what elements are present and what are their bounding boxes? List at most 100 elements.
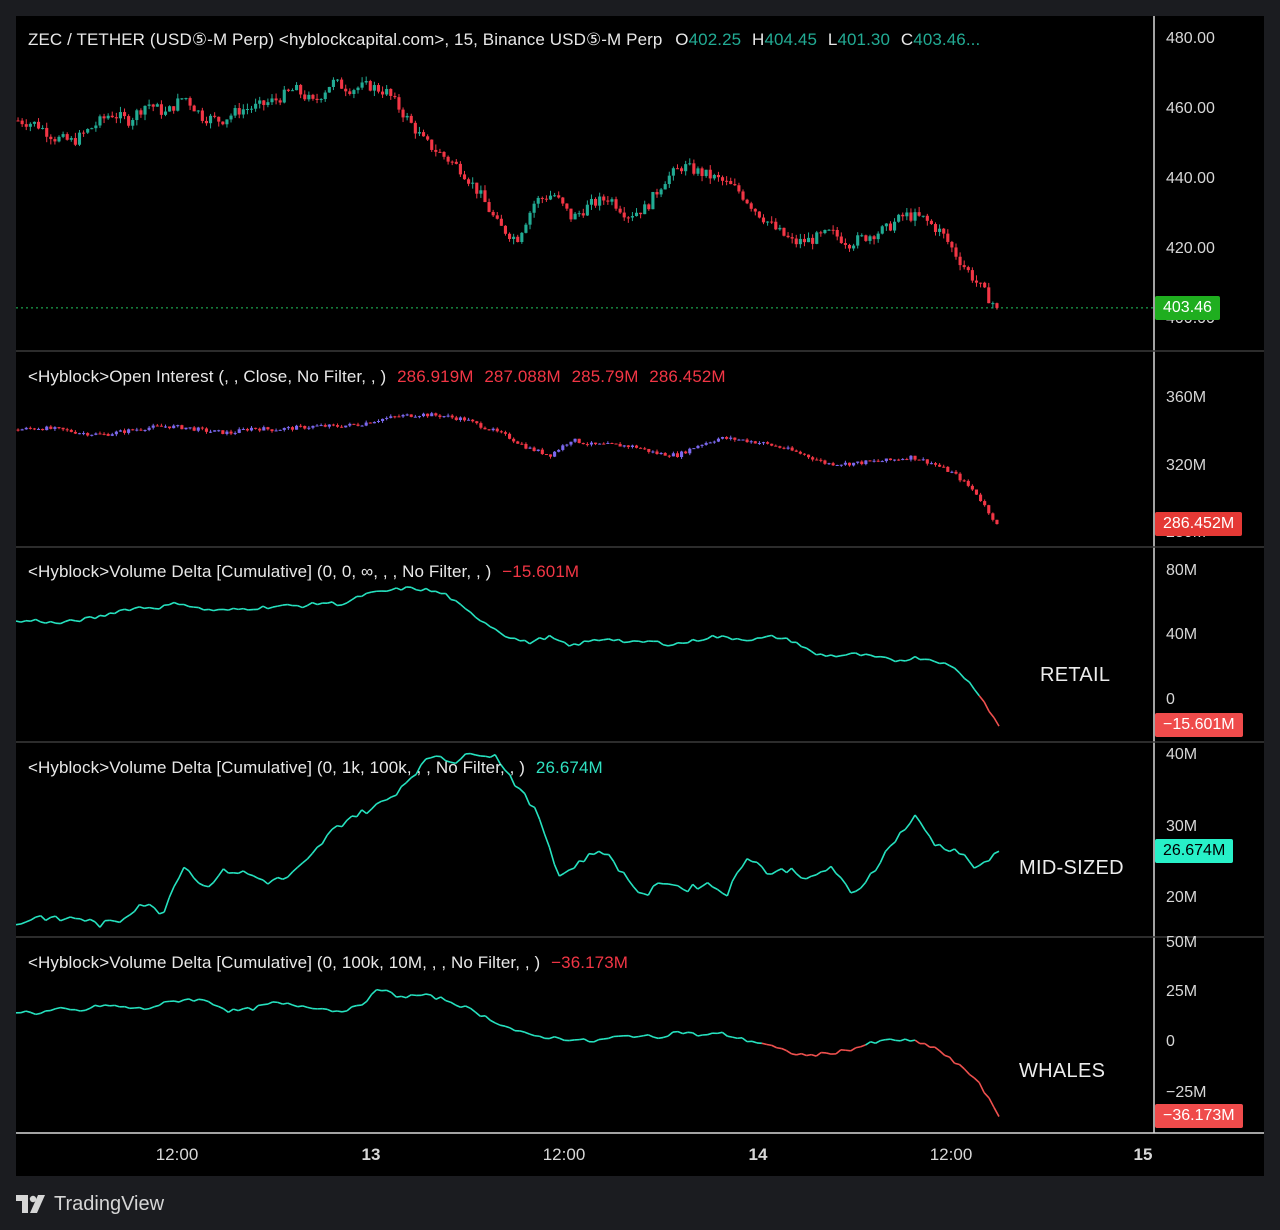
retail-segment [598,638,604,642]
retail-segment [223,608,229,611]
midsized-segment [133,904,141,912]
retail-segment [524,639,531,645]
retail-segment [70,619,76,622]
retail-segment [934,660,941,665]
retail-segment [327,601,333,604]
chart-canvas[interactable] [16,16,1264,1176]
oi-candle [274,430,278,432]
price-candle [729,181,733,185]
oi-candle [41,428,45,431]
oi-candle [106,434,110,436]
price-candle [327,86,331,93]
midsized-segment [899,828,906,834]
midsized-segment [904,822,911,831]
oi-candle [311,425,315,428]
whales-segment [554,1035,560,1040]
midsized-segment [356,809,363,818]
price-candle [254,103,258,109]
retail-segment [415,588,422,592]
whales-segment [509,1027,516,1032]
tradingview-brand[interactable]: TradingView [16,1192,164,1216]
oi-candle [53,427,57,429]
oi-candle [307,427,311,429]
midsized-segment [346,815,353,821]
price-candle [299,84,303,95]
retail-segment [593,638,600,642]
retail-legend[interactable]: <Hyblock>Volume Delta [Cumulative] (0, 0… [28,562,579,582]
midsized-segment [306,852,313,860]
whales-segment [968,1073,975,1079]
whales-segment [455,1004,461,1008]
retail-segment [687,638,694,644]
midsized-segment [707,882,714,888]
retail-segment [114,609,121,615]
price-candle [569,208,573,220]
oi-candle [659,452,663,455]
midsized-segment [978,861,985,867]
whales-segment [499,1024,506,1028]
midsized-segment [311,846,318,854]
retail-segment [544,634,550,641]
price-candle [794,238,798,245]
whales-legend[interactable]: <Hyblock>Volume Delta [Cumulative] (0, 1… [28,953,628,973]
open-interest-legend[interactable]: <Hyblock>Open Interest (, , Close, No Fi… [28,367,726,387]
midsized-segment [208,881,215,888]
oi-candle [950,471,954,473]
retail-segment [238,607,244,611]
price-candle [180,98,184,100]
oi-candle [245,429,249,431]
oi-candle [716,438,720,442]
oi-candle [708,442,712,444]
price-candle [585,204,589,216]
retail-segment [396,587,402,591]
price-candle [36,121,41,129]
oi-candle [520,443,524,445]
price-candle [770,221,774,223]
retail-segment [574,643,580,646]
midsized-segment [297,862,304,868]
price-candle [966,267,970,271]
whales-segment [425,993,432,996]
whales-segment [104,1004,110,1007]
whales-segment [776,1046,782,1050]
price-candle [421,132,426,137]
retail-segment [953,667,961,674]
midsized-legend[interactable]: <Hyblock>Volume Delta [Cumulative] (0, 1… [28,758,603,778]
oi-candle [389,416,393,418]
oi-candle [36,428,41,430]
price-candle [921,215,925,217]
retail-segment [563,641,570,647]
price-candle [49,136,53,140]
retail-segment [168,601,175,606]
retail-segment [929,658,936,663]
price-candle [847,244,852,249]
price-candle [405,115,409,118]
price-candle [331,79,335,87]
price-candle [458,163,462,175]
whales-segment [277,1001,284,1005]
price-candle [905,212,909,217]
midsized-segment [934,843,940,847]
price-candle [16,120,20,122]
price-candle [311,94,315,99]
oi-candle [876,460,880,462]
oi-candle [991,513,995,520]
price-legend[interactable]: ZEC / TETHER (USD⑤-M Perp) <hyblockcapit… [28,30,980,50]
retail-segment [173,601,180,606]
price-candle [344,88,348,92]
retail-segment [895,659,901,663]
midsized-segment [988,853,995,862]
price-candle [413,122,417,134]
price-candle [925,215,929,221]
retail-annotation: RETAIL [1040,664,1111,686]
midsized-segment [331,825,338,830]
price-candle [307,94,311,100]
midsized-segment [45,916,51,922]
midsized-segment [395,786,402,796]
oi-candle [864,460,868,465]
price-candle [188,98,192,106]
price-candle [192,105,196,112]
oi-candle [610,442,614,444]
price-candle [598,196,602,206]
whales-segment [401,995,407,999]
